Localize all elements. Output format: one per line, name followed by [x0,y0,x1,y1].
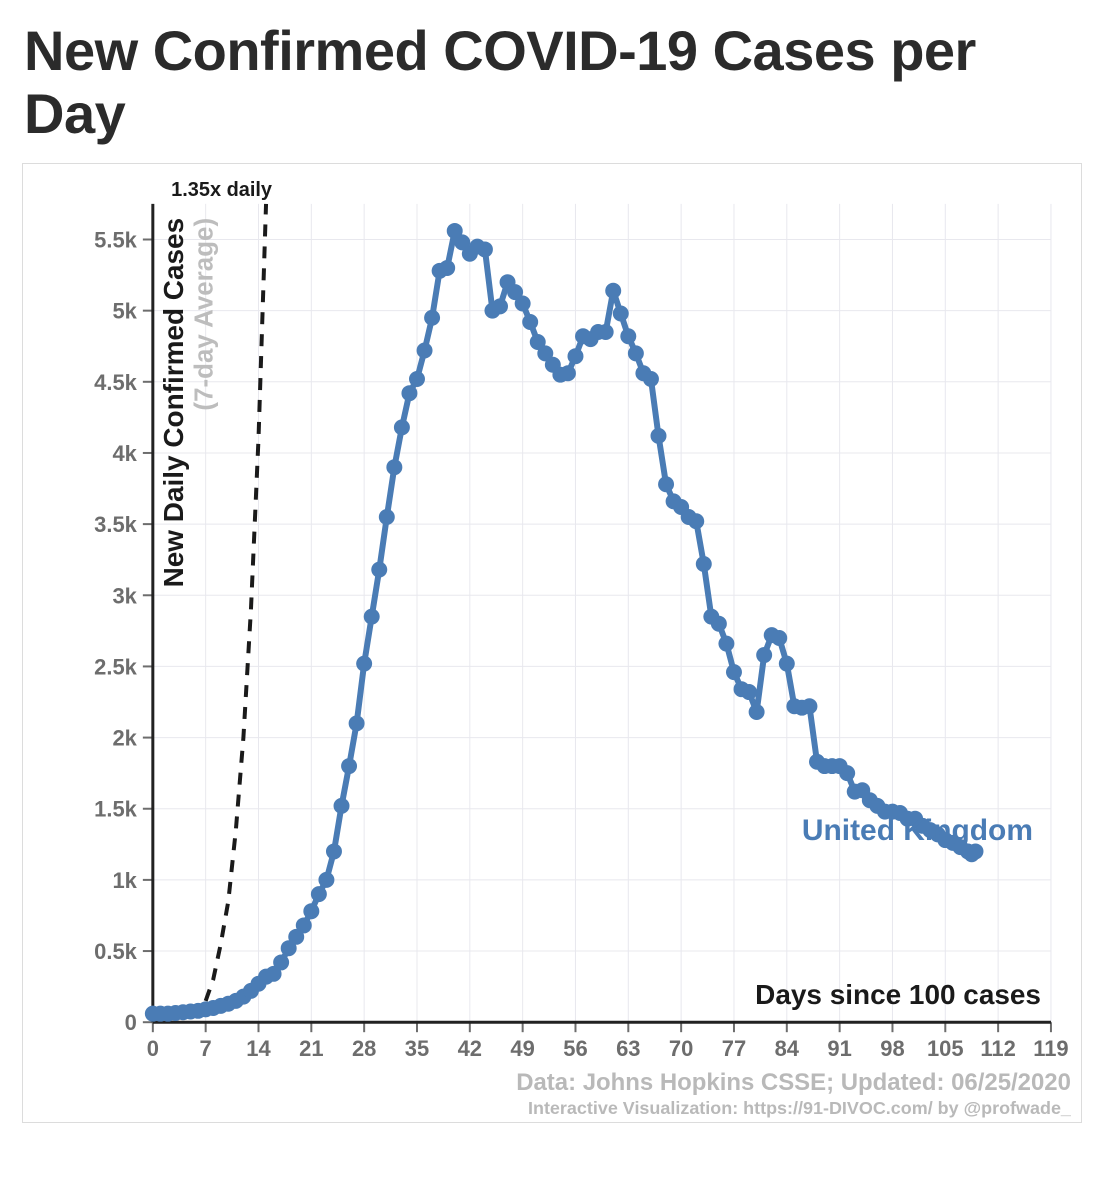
page: New Confirmed COVID-19 Cases per Day 0 0.… [0,0,1105,1200]
svg-text:35: 35 [405,1037,429,1062]
series-markers-uk [145,223,984,1022]
svg-text:21: 21 [299,1037,323,1062]
x-axis-ticks: 0 7 14 21 28 35 42 49 56 63 70 77 84 91 98 105 112 119 [147,1023,1069,1062]
svg-text:4.5k: 4.5k [94,370,137,395]
x-axis-title: Days since 100 cases [755,980,1041,1011]
reference-line-label: 1.35x daily [171,179,272,201]
svg-text:3.5k: 3.5k [94,513,137,538]
svg-text:63: 63 [616,1037,640,1062]
svg-text:7: 7 [200,1037,212,1062]
svg-text:42: 42 [458,1037,482,1062]
svg-text:0: 0 [125,1011,137,1036]
svg-text:112: 112 [980,1037,1015,1062]
svg-text:70: 70 [669,1037,693,1062]
svg-text:4k: 4k [112,441,137,466]
chart-frame: 0 0.5k 1k 1.5k 2k 2.5k 3k 3.5k 4k 4.5k 5k 5.5k 0 7 14… [22,163,1082,1123]
svg-text:49: 49 [510,1037,534,1062]
svg-text:1.5k: 1.5k [94,797,137,822]
svg-text:56: 56 [563,1037,587,1062]
series-line-uk [153,231,976,1014]
svg-text:0: 0 [147,1037,159,1062]
svg-text:14: 14 [246,1037,271,1062]
svg-text:0.5k: 0.5k [94,939,137,964]
svg-text:5k: 5k [112,299,137,324]
series-label-uk: United Kingdom [802,815,1033,848]
svg-text:77: 77 [722,1037,746,1062]
y-axis-subtitle: (7-day Average) [191,218,219,411]
chart-credit-line2: Interactive Visualization: https://91-DI… [528,1098,1072,1118]
chart-credit-line1: Data: Johns Hopkins CSSE; Updated: 06/25… [516,1070,1071,1097]
chart-title: New Confirmed COVID-19 Cases per Day [24,20,1085,145]
chart-svg: 0 0.5k 1k 1.5k 2k 2.5k 3k 3.5k 4k 4.5k 5k 5.5k 0 7 14… [23,164,1081,1122]
svg-text:84: 84 [775,1037,800,1062]
svg-text:105: 105 [927,1037,964,1062]
y-axis-ticks: 0 0.5k 1k 1.5k 2k 2.5k 3k 3.5k 4k 4.5k 5k 5.5k [94,228,153,1036]
svg-text:1k: 1k [112,868,137,893]
svg-text:3k: 3k [112,584,137,609]
svg-text:28: 28 [352,1037,376,1062]
svg-text:5.5k: 5.5k [94,228,137,253]
svg-text:98: 98 [880,1037,904,1062]
svg-text:2.5k: 2.5k [94,655,137,680]
svg-text:2k: 2k [112,726,137,751]
y-axis-title: New Daily Confirmed Cases [158,218,189,588]
svg-text:91: 91 [827,1037,851,1062]
svg-text:119: 119 [1033,1037,1068,1062]
